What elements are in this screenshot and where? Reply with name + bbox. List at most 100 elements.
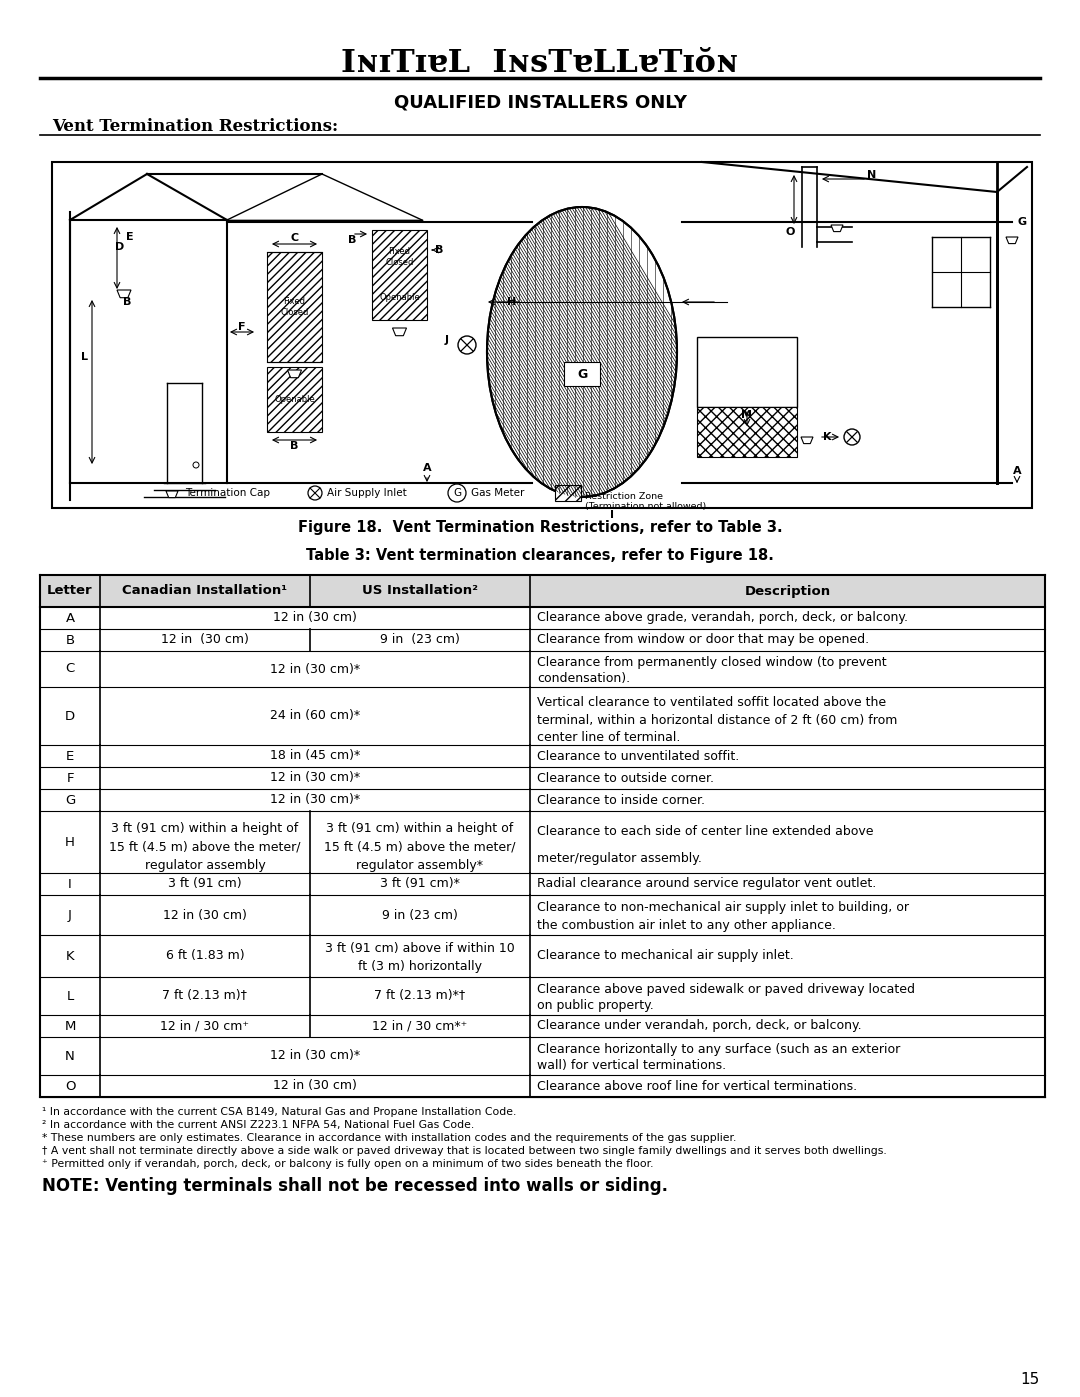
Text: the combustion air inlet to any other appliance.: the combustion air inlet to any other ap… xyxy=(537,919,836,932)
Text: 3 ft (91 cm)*: 3 ft (91 cm)* xyxy=(380,877,460,890)
Text: Clearance above grade, verandah, porch, deck, or balcony.: Clearance above grade, verandah, porch, … xyxy=(537,612,908,624)
Text: Clearance horizontally to any surface (such as an exterior: Clearance horizontally to any surface (s… xyxy=(537,1042,901,1056)
Bar xyxy=(372,231,427,320)
Text: 7 ft (2.13 m)†: 7 ft (2.13 m)† xyxy=(162,989,247,1003)
Text: NOTE: Venting terminals shall not be recessed into walls or siding.: NOTE: Venting terminals shall not be rec… xyxy=(42,1178,669,1194)
Text: 3 ft (91 cm) within a height of: 3 ft (91 cm) within a height of xyxy=(111,821,299,835)
Text: Vertical clearance to ventilated soffit located above the: Vertical clearance to ventilated soffit … xyxy=(537,696,886,710)
Text: Clearance from permanently closed window (to prevent: Clearance from permanently closed window… xyxy=(537,657,887,669)
Bar xyxy=(555,485,581,502)
Text: O: O xyxy=(785,226,795,237)
Text: K: K xyxy=(823,432,832,441)
Text: Clearance under verandah, porch, deck, or balcony.: Clearance under verandah, porch, deck, o… xyxy=(537,1020,862,1032)
Text: G: G xyxy=(65,793,76,806)
Text: E: E xyxy=(66,750,75,763)
Text: US Installation²: US Installation² xyxy=(362,584,478,598)
Text: A: A xyxy=(422,462,431,474)
Text: ¹ In accordance with the current CSA B149, Natural Gas and Propane Installation : ¹ In accordance with the current CSA B14… xyxy=(42,1106,516,1118)
Text: B: B xyxy=(123,298,131,307)
Text: Figure 18.  Vent Termination Restrictions, refer to Table 3.: Figure 18. Vent Termination Restrictions… xyxy=(298,520,782,535)
Text: M: M xyxy=(742,409,753,420)
Text: B: B xyxy=(291,441,299,451)
Text: 9 in  (23 cm): 9 in (23 cm) xyxy=(380,633,460,647)
Text: A: A xyxy=(1013,467,1022,476)
Text: J: J xyxy=(445,335,449,345)
Polygon shape xyxy=(801,437,813,444)
Text: condensation).: condensation). xyxy=(537,672,630,685)
Text: 12 in (30 cm): 12 in (30 cm) xyxy=(273,612,356,624)
Text: Clearance to unventilated soffit.: Clearance to unventilated soffit. xyxy=(537,750,739,763)
Text: 18 in (45 cm)*: 18 in (45 cm)* xyxy=(270,750,360,763)
Text: 12 in (30 cm)*: 12 in (30 cm)* xyxy=(270,1049,360,1063)
Bar xyxy=(564,362,600,386)
Text: Openable: Openable xyxy=(379,293,420,302)
Text: 12 in / 30 cm⁺: 12 in / 30 cm⁺ xyxy=(161,1020,249,1032)
Text: wall) for vertical terminations.: wall) for vertical terminations. xyxy=(537,1059,726,1073)
Text: J: J xyxy=(68,908,72,922)
Text: 12 in / 30 cm*⁺: 12 in / 30 cm*⁺ xyxy=(373,1020,468,1032)
Text: 3 ft (91 cm) within a height of: 3 ft (91 cm) within a height of xyxy=(326,821,514,835)
Text: Restriction Zone
(Termination not allowed): Restriction Zone (Termination not allowe… xyxy=(585,492,706,511)
Text: Clearance to non-mechanical air supply inlet to building, or: Clearance to non-mechanical air supply i… xyxy=(537,901,909,915)
Text: I: I xyxy=(610,510,615,520)
Bar xyxy=(267,367,322,432)
Text: 3 ft (91 cm): 3 ft (91 cm) xyxy=(168,877,242,890)
Text: C: C xyxy=(66,662,75,676)
Text: IɴɪTɪɐL  IɴѕTɐLLɐTɪŏɴ: IɴɪTɪɐL IɴѕTɐLLɐTɪŏɴ xyxy=(341,47,739,80)
Text: A: A xyxy=(66,612,75,624)
Text: Fixed
Closed: Fixed Closed xyxy=(386,247,414,267)
Text: 12 in (30 cm)*: 12 in (30 cm)* xyxy=(270,662,360,676)
Text: meter/regulator assembly.: meter/regulator assembly. xyxy=(537,852,702,865)
Text: Clearance to inside corner.: Clearance to inside corner. xyxy=(537,793,705,806)
Text: Clearance to mechanical air supply inlet.: Clearance to mechanical air supply inlet… xyxy=(537,950,794,963)
Text: 12 in (30 cm)*: 12 in (30 cm)* xyxy=(270,793,360,806)
Text: Clearance to each side of center line extended above: Clearance to each side of center line ex… xyxy=(537,824,874,838)
Text: † A vent shall not terminate directly above a side walk or paved driveway that i: † A vent shall not terminate directly ab… xyxy=(42,1146,887,1155)
Text: Canadian Installation¹: Canadian Installation¹ xyxy=(122,584,287,598)
Text: B: B xyxy=(66,633,75,647)
Text: N: N xyxy=(65,1049,75,1063)
Text: 15 ft (4.5 m) above the meter/: 15 ft (4.5 m) above the meter/ xyxy=(324,840,516,854)
Polygon shape xyxy=(117,291,131,298)
Text: H: H xyxy=(508,298,516,307)
Text: Termination Cap: Termination Cap xyxy=(185,488,270,497)
Text: Fixed
Closed: Fixed Closed xyxy=(281,298,309,317)
Bar xyxy=(697,337,797,407)
Text: O: O xyxy=(65,1080,76,1092)
Text: 15 ft (4.5 m) above the meter/: 15 ft (4.5 m) above the meter/ xyxy=(109,840,300,854)
Text: Clearance above roof line for vertical terminations.: Clearance above roof line for vertical t… xyxy=(537,1080,858,1092)
Text: 24 in (60 cm)*: 24 in (60 cm)* xyxy=(270,710,360,722)
Text: B: B xyxy=(348,235,356,244)
Text: Air Supply Inlet: Air Supply Inlet xyxy=(327,488,407,497)
Text: 7 ft (2.13 m)*†: 7 ft (2.13 m)*† xyxy=(375,989,465,1003)
Text: M: M xyxy=(65,1020,76,1032)
Text: regulator assembly: regulator assembly xyxy=(145,859,266,872)
Text: G: G xyxy=(1017,217,1027,226)
Text: center line of terminal.: center line of terminal. xyxy=(537,732,680,745)
Bar xyxy=(52,162,1032,509)
Text: Description: Description xyxy=(744,584,831,598)
Polygon shape xyxy=(166,490,178,497)
Text: B: B xyxy=(435,244,443,256)
Text: 12 in (30 cm): 12 in (30 cm) xyxy=(163,908,247,922)
Text: ⁺ Permitted only if verandah, porch, deck, or balcony is fully open on a minimum: ⁺ Permitted only if verandah, porch, dec… xyxy=(42,1160,653,1169)
Text: D: D xyxy=(116,242,124,251)
Text: Clearance to outside corner.: Clearance to outside corner. xyxy=(537,771,714,785)
Bar xyxy=(40,576,1045,608)
Text: F: F xyxy=(66,771,73,785)
Bar xyxy=(697,407,797,457)
Text: K: K xyxy=(66,950,75,963)
Text: regulator assembly*: regulator assembly* xyxy=(356,859,484,872)
Text: Clearance from window or door that may be opened.: Clearance from window or door that may b… xyxy=(537,633,869,647)
Text: Letter: Letter xyxy=(48,584,93,598)
Text: 15: 15 xyxy=(1021,1372,1040,1387)
Text: 12 in (30 cm)*: 12 in (30 cm)* xyxy=(270,771,360,785)
Text: Clearance above paved sidewalk or paved driveway located: Clearance above paved sidewalk or paved … xyxy=(537,983,915,996)
Polygon shape xyxy=(287,370,301,377)
Text: G: G xyxy=(577,367,588,380)
Text: * These numbers are only estimates. Clearance in accordance with installation co: * These numbers are only estimates. Clea… xyxy=(42,1133,737,1143)
Text: ² In accordance with the current ANSI Z223.1 NFPA 54, National Fuel Gas Code.: ² In accordance with the current ANSI Z2… xyxy=(42,1120,474,1130)
Text: H: H xyxy=(65,835,75,848)
Text: I: I xyxy=(68,877,72,890)
Bar xyxy=(267,251,322,362)
